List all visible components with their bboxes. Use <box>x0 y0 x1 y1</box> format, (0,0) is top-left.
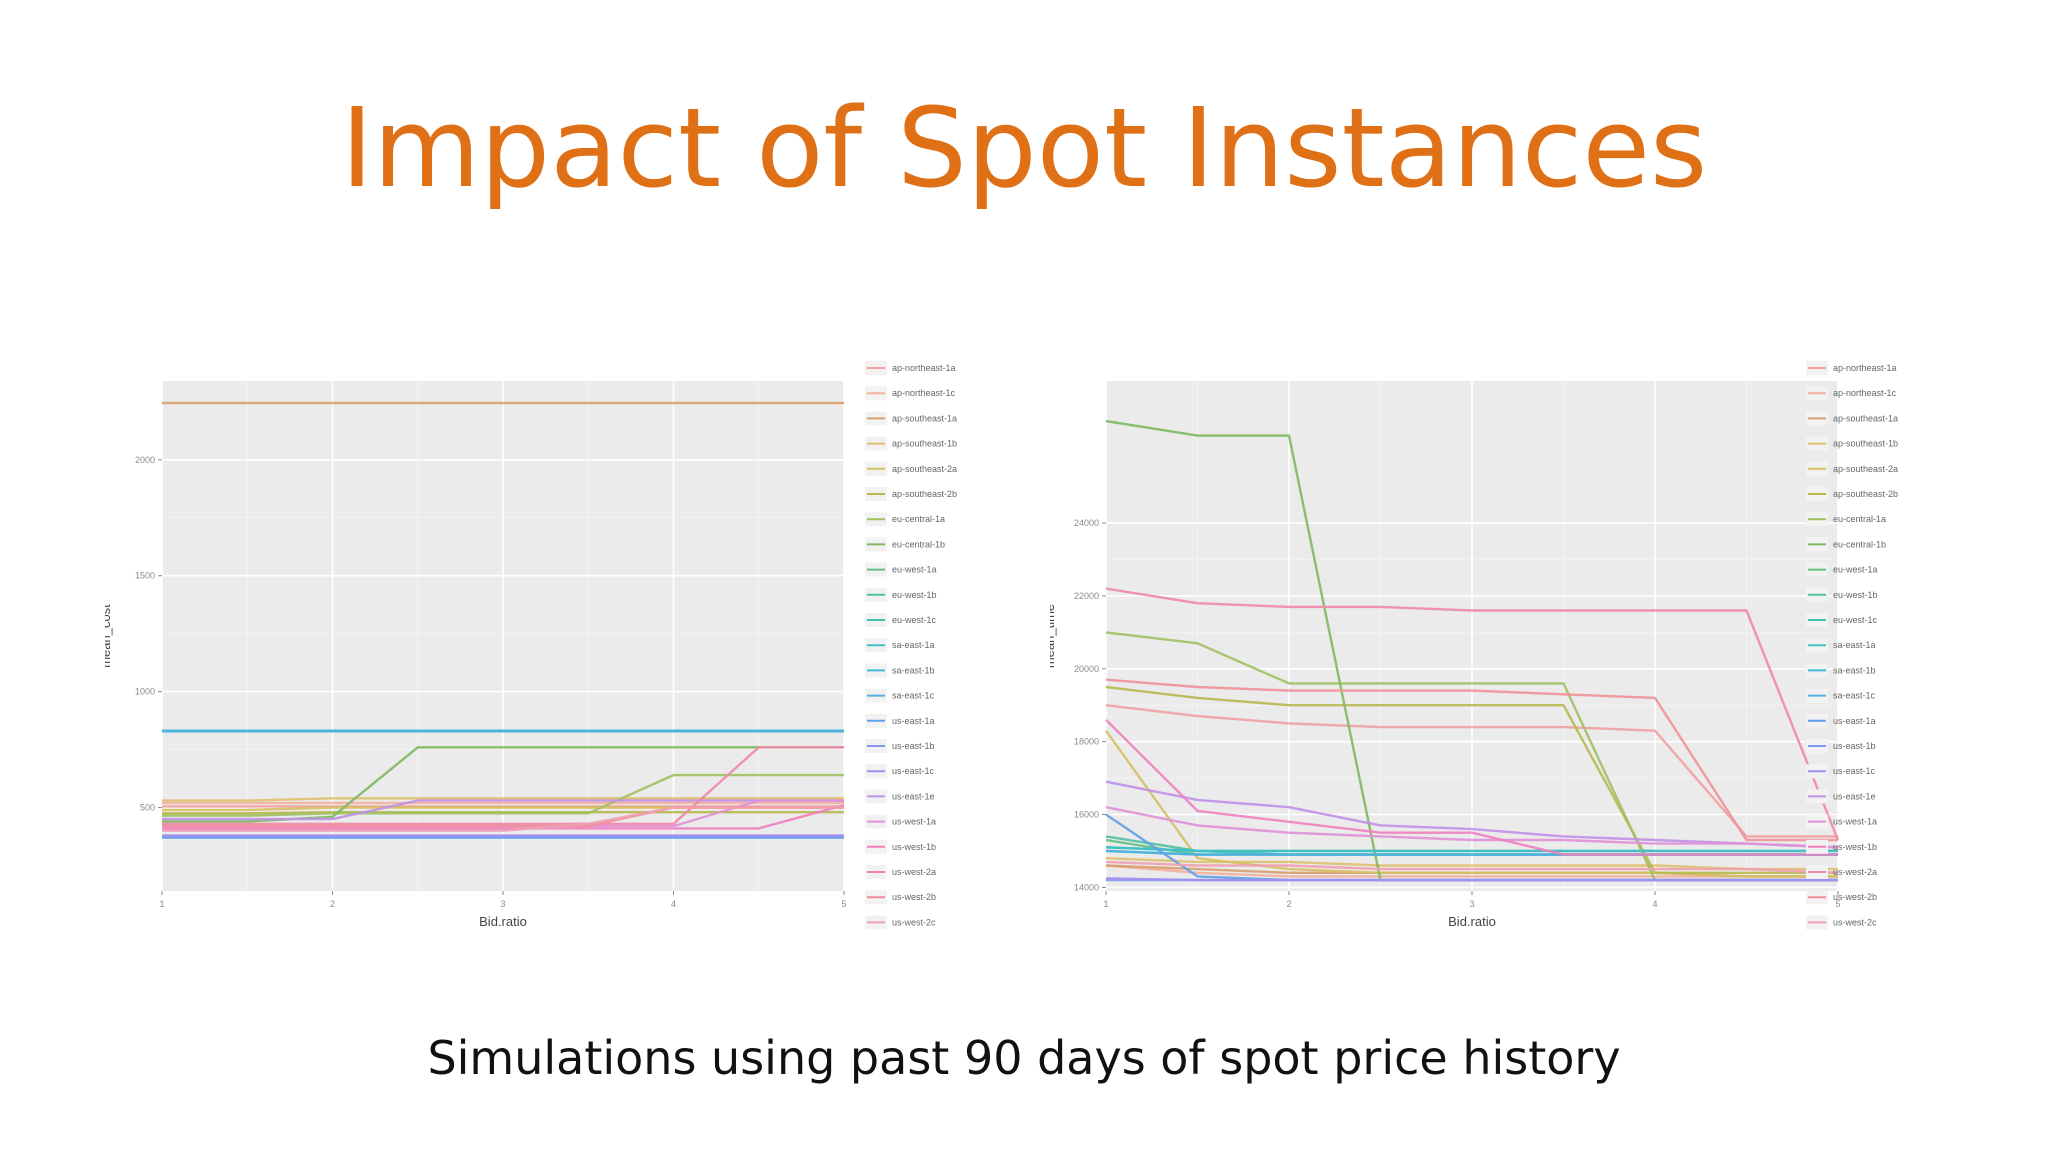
time-series-line-us-west-2a <box>1105 587 1840 841</box>
time-x-tick-label: 2 <box>1286 899 1291 909</box>
cost-x-axis-title: Bid.ratio <box>479 914 527 929</box>
cost-legend-label-sa-east-1b: sa-east-1b <box>892 665 935 675</box>
cost-x-tick-label: 4 <box>671 899 676 909</box>
cost-y-tick-label: 500 <box>140 803 155 813</box>
slide-title: Impact of Spot Instances <box>340 84 1708 212</box>
time-x-axis-title: Bid.ratio <box>1448 914 1496 929</box>
cost-series-line-us-west-2a <box>162 746 844 825</box>
cost-legend-label-us-east-1c: us-east-1c <box>892 766 935 776</box>
time-legend-label-ap-southeast-1a: ap-southeast-1a <box>1833 413 1898 423</box>
time-legend-label-ap-southeast-1b: ap-southeast-1b <box>1833 439 1898 449</box>
time-legend-label-us-east-1e: us-east-1e <box>1833 791 1876 801</box>
cost-legend-label-eu-west-1a: eu-west-1a <box>892 565 937 575</box>
time-series-line-ap-southeast-2b <box>1105 685 1838 874</box>
time-series-line-us-west-2c <box>1105 860 1839 874</box>
mean-time-chart: 1 2 3 4 5 14000 16000 18000 20000 22000 24000 Bid.r… <box>1050 361 1898 930</box>
cost-legend-label-us-west-2c: us-west-2c <box>892 917 936 927</box>
cost-legend-label-us-west-2a: us-west-2a <box>892 867 936 877</box>
time-legend-label-eu-central-1b: eu-central-1b <box>1833 539 1886 549</box>
time-legend-label-us-west-2a: us-west-2a <box>1833 867 1877 877</box>
cost-legend-label-ap-northeast-1c: ap-northeast-1c <box>892 388 956 398</box>
cost-y-axis-title: mean_cost <box>105 604 113 668</box>
cost-y-tick-label: 1000 <box>135 687 155 697</box>
mean-cost-chart: 1 2 3 4 5 500 1000 1500 2000 Bid.ratio mean_cost ap… <box>105 361 957 930</box>
cost-x-tick-label: 2 <box>330 899 335 909</box>
time-legend-label-ap-southeast-2b: ap-southeast-2b <box>1833 489 1898 499</box>
cost-legend-label-eu-west-1c: eu-west-1c <box>892 615 937 625</box>
time-legend-label-sa-east-1a: sa-east-1a <box>1833 640 1876 650</box>
time-y-tick-label: 22000 <box>1074 591 1099 601</box>
cost-series-line-eu-central-1a <box>162 773 844 817</box>
time-series-line-us-west-1b <box>1105 718 1838 856</box>
time-legend-label-us-east-1b: us-east-1b <box>1833 741 1876 751</box>
time-y-tick-label: 16000 <box>1074 810 1099 820</box>
cost-legend-label-us-west-1a: us-west-1a <box>892 817 936 827</box>
cost-legend-label-ap-southeast-2a: ap-southeast-2a <box>892 464 957 474</box>
time-y-tick-label: 18000 <box>1074 737 1099 747</box>
time-legend-label-us-west-1b: us-west-1b <box>1833 842 1877 852</box>
time-x-tick-label: 5 <box>1835 899 1840 909</box>
time-legend-label-eu-west-1a: eu-west-1a <box>1833 565 1878 575</box>
time-x-tick-label: 1 <box>1103 899 1108 909</box>
time-legend-label-us-west-2b: us-west-2b <box>1833 892 1877 902</box>
cost-legend-label-ap-southeast-1a: ap-southeast-1a <box>892 413 957 423</box>
time-y-tick-label: 20000 <box>1074 664 1099 674</box>
time-series-line-ap-northeast-1a <box>1105 704 1838 838</box>
cost-legend-label-sa-east-1c: sa-east-1c <box>892 691 935 701</box>
time-y-axis-title: mean_time <box>1050 604 1057 668</box>
cost-series-line-us-west-1b <box>162 804 845 830</box>
cost-legend-label-sa-east-1a: sa-east-1a <box>892 640 935 650</box>
cost-x-tick-label: 5 <box>841 899 846 909</box>
time-series-line-ap-southeast-2a <box>1105 730 1838 878</box>
cost-legend-label-us-east-1a: us-east-1a <box>892 716 935 726</box>
time-legend-label-ap-northeast-1a: ap-northeast-1a <box>1833 363 1897 373</box>
time-x-tick-label: 3 <box>1469 899 1474 909</box>
cost-x-tick-label: 3 <box>500 899 505 909</box>
time-series-line-us-west-2b <box>1105 678 1838 842</box>
cost-legend-label-eu-west-1b: eu-west-1b <box>892 590 937 600</box>
cost-y-tick-label: 2000 <box>135 455 155 465</box>
cost-series-line-ap-southeast-1b <box>162 797 844 802</box>
time-legend-label-eu-central-1a: eu-central-1a <box>1833 514 1886 524</box>
time-series-line-sa-east-1a <box>1105 846 1838 853</box>
cost-series-line-us-west-2c <box>162 806 844 832</box>
cost-legend-label-eu-central-1a: eu-central-1a <box>892 514 945 524</box>
time-legend-label-sa-east-1c: sa-east-1c <box>1833 691 1876 701</box>
time-series-line-us-east-1c <box>1105 877 1838 882</box>
cost-y-tick-label: 1500 <box>135 571 155 581</box>
time-x-tick-label: 4 <box>1652 899 1657 909</box>
time-legend-label-us-west-2c: us-west-2c <box>1833 917 1877 927</box>
time-legend-label-us-east-1c: us-east-1c <box>1833 766 1876 776</box>
slide-caption: Simulations using past 90 days of spot p… <box>427 1031 1621 1085</box>
cost-legend-label-us-east-1e: us-east-1e <box>892 791 935 801</box>
time-y-tick-label: 14000 <box>1074 882 1099 892</box>
cost-legend-label-us-west-1b: us-west-1b <box>892 842 936 852</box>
time-legend-label-us-east-1a: us-east-1a <box>1833 716 1876 726</box>
time-legend-label-eu-west-1c: eu-west-1c <box>1833 615 1878 625</box>
cost-x-tick-label: 1 <box>159 899 164 909</box>
time-legend-label-sa-east-1b: sa-east-1b <box>1833 665 1876 675</box>
time-legend-label-ap-southeast-2a: ap-southeast-2a <box>1833 464 1898 474</box>
cost-legend-label-ap-northeast-1a: ap-northeast-1a <box>892 363 956 373</box>
cost-legend-label-us-east-1b: us-east-1b <box>892 741 935 751</box>
time-legend-label-us-west-1a: us-west-1a <box>1833 817 1877 827</box>
time-legend-label-eu-west-1b: eu-west-1b <box>1833 590 1878 600</box>
time-legend-label-ap-northeast-1c: ap-northeast-1c <box>1833 388 1897 398</box>
cost-legend-label-us-west-2b: us-west-2b <box>892 892 936 902</box>
cost-legend-label-ap-southeast-1b: ap-southeast-1b <box>892 439 957 449</box>
time-series-line-us-west-1a <box>1105 806 1839 849</box>
cost-legend-label-eu-central-1b: eu-central-1b <box>892 539 945 549</box>
time-y-tick-label: 24000 <box>1074 518 1099 528</box>
cost-series-line-us-east-1e <box>162 799 844 821</box>
cost-legend-label-ap-southeast-2b: ap-southeast-2b <box>892 489 957 499</box>
